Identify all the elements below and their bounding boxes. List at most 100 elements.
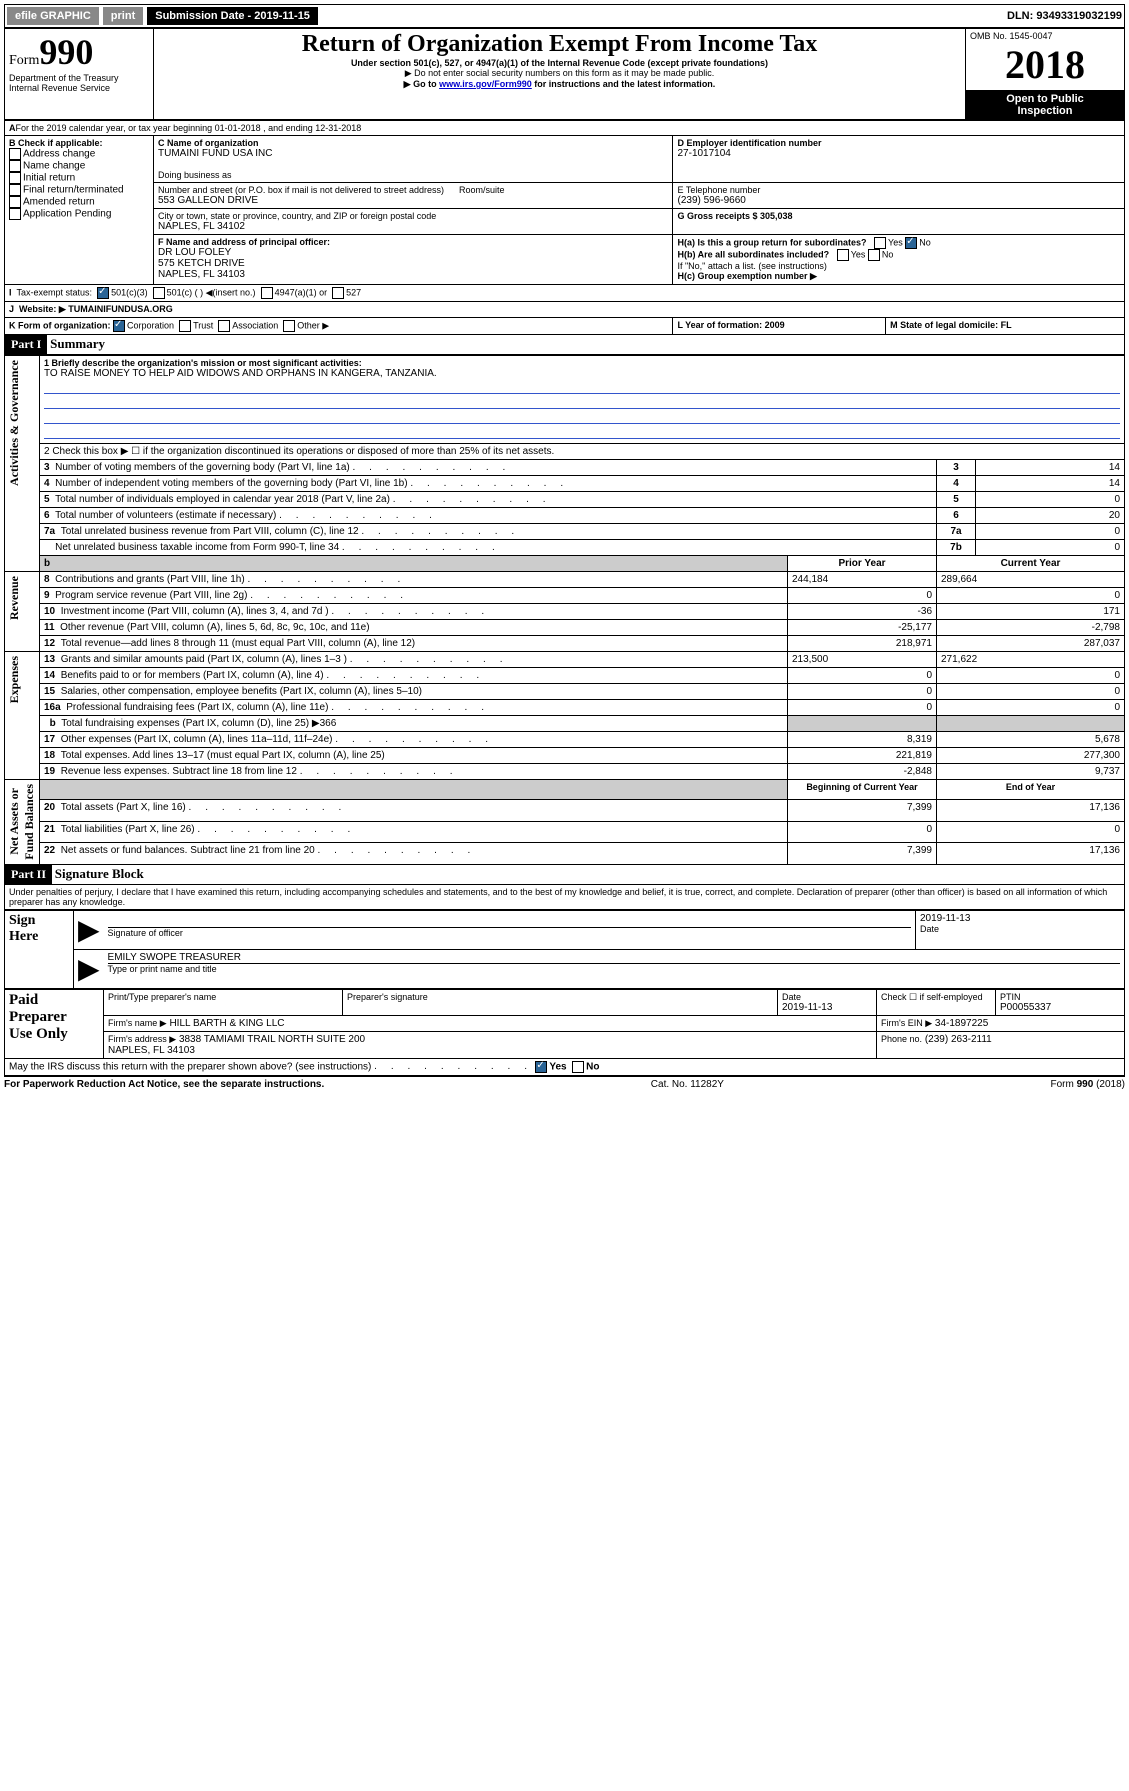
ha-row: H(a) Is this a group return for subordin… (677, 237, 1120, 249)
k-label: K Form of organization: (9, 320, 111, 330)
col-current: Current Year (937, 556, 1125, 572)
printed-label: Type or print name and title (108, 963, 1120, 974)
sig-date-value: 2019-11-13 (920, 913, 1120, 924)
hb-row: H(b) Are all subordinates included? Yes … (677, 249, 1120, 261)
form-footer: Form 990 (2018) (1051, 1079, 1125, 1090)
chk-initial[interactable]: Initial return (9, 172, 149, 184)
sig-officer-label: Signature of officer (108, 928, 911, 938)
date-label: Date (920, 924, 1120, 934)
sign-arrow-icon: ▶ (78, 915, 100, 946)
col-prior: Prior Year (788, 556, 937, 572)
part1-title: Summary (50, 336, 105, 351)
chk-discuss-no[interactable] (572, 1061, 584, 1073)
prep-check-label: Check ☐ if self-employed (877, 989, 996, 1015)
col-begin: Beginning of Current Year (788, 780, 937, 800)
chk-name[interactable]: Name change (9, 160, 149, 172)
c-label: C Name of organization (158, 138, 668, 148)
prep-sig-label: Preparer's signature (347, 992, 773, 1002)
col-end: End of Year (937, 780, 1125, 800)
discuss-row: May the IRS discuss this return with the… (4, 1059, 1125, 1076)
submission-date-label: Submission Date - 2019-11-15 (147, 7, 318, 25)
line1-label: 1 Briefly describe the organization's mi… (44, 358, 1120, 368)
m-label: M State of legal domicile: FL (886, 318, 1125, 335)
check-if-applicable: B Check if applicable: (9, 138, 149, 148)
prep-date-label: Date (782, 992, 872, 1002)
chk-other[interactable] (283, 320, 295, 332)
chk-corp[interactable] (113, 320, 125, 332)
sign-here-label: Sign Here (5, 910, 74, 988)
form-header: Form990 Department of the Treasury Inter… (4, 28, 1125, 120)
dept-label: Department of the Treasury Internal Reve… (9, 73, 149, 93)
chk-address[interactable]: Address change (9, 148, 149, 160)
tax-period: AFor the 2019 calendar year, or tax year… (5, 121, 1125, 136)
jurat-text: Under penalties of perjury, I declare th… (4, 885, 1125, 910)
vlabel-gov: Activities & Governance (5, 356, 24, 490)
firm-name-label: Firm's name ▶ (108, 1018, 167, 1028)
warn-goto: ▶ Go to www.irs.gov/Form990 for instruct… (158, 79, 961, 90)
street-value: 553 GALLEON DRIVE (158, 195, 668, 206)
chk-discuss-yes[interactable] (535, 1061, 547, 1073)
tax-year: 2018 (970, 41, 1120, 88)
part1-label: Part I (5, 335, 47, 354)
firm-name-value: HILL BARTH & KING LLC (169, 1018, 284, 1029)
form-subtitle: Under section 501(c), 527, or 4947(a)(1)… (158, 58, 961, 68)
chk-amended[interactable]: Amended return (9, 196, 149, 208)
j-label: Website: ▶ (19, 304, 66, 314)
officer-value: DR LOU FOLEY 575 KETCH DRIVE NAPLES, FL … (158, 247, 668, 280)
chk-527[interactable] (332, 287, 344, 299)
e-label: E Telephone number (677, 185, 1120, 195)
firm-phone-label: Phone no. (881, 1034, 922, 1044)
form-title: Return of Organization Exempt From Incom… (158, 31, 961, 58)
section-a: AFor the 2019 calendar year, or tax year… (4, 120, 1125, 335)
phone-value: (239) 596-9660 (677, 195, 1120, 206)
signature-block: Sign Here ▶ Signature of officer 2019-11… (4, 910, 1125, 989)
firm-addr-label: Firm's address ▶ (108, 1034, 176, 1044)
chk-pending[interactable]: Application Pending (9, 208, 149, 220)
dln-label: DLN: 93493319032199 (1007, 10, 1122, 22)
addr-label: Number and street (or P.O. box if mail i… (158, 185, 668, 195)
top-toolbar: efile GRAPHIC print Submission Date - 20… (4, 4, 1125, 28)
vlabel-exp: Expenses (5, 652, 24, 707)
h-note: If "No," attach a list. (see instruction… (677, 261, 1120, 271)
g-label: G Gross receipts $ 305,038 (673, 209, 1125, 235)
chk-final[interactable]: Final return/terminated (9, 184, 149, 196)
mission-text: TO RAISE MONEY TO HELP AID WIDOWS AND OR… (44, 368, 1120, 379)
sign-arrow-icon-2: ▶ (78, 954, 100, 985)
firm-phone-value: (239) 263-2111 (925, 1034, 992, 1045)
part2-label: Part II (5, 865, 52, 884)
footer: For Paperwork Reduction Act Notice, see … (4, 1076, 1125, 1090)
irs-link[interactable]: www.irs.gov/Form990 (439, 79, 532, 89)
ptin-value: P00055337 (1000, 1002, 1120, 1013)
f-label: F Name and address of principal officer: (158, 237, 668, 247)
dba-label: Doing business as (158, 170, 668, 180)
chk-501c3[interactable] (97, 287, 109, 299)
website-value: TUMAINIFUNDUSA.ORG (68, 304, 173, 314)
vlabel-rev: Revenue (5, 572, 24, 624)
i-label: Tax-exempt status: (17, 287, 93, 297)
ein-value: 27-1017104 (677, 148, 1120, 159)
ptin-label: PTIN (1000, 992, 1120, 1002)
efile-button[interactable]: efile GRAPHIC (7, 7, 99, 25)
warn-ssn: ▶ Do not enter social security numbers o… (158, 68, 961, 79)
paid-label: Paid Preparer Use Only (5, 989, 104, 1058)
l-label: L Year of formation: 2009 (673, 318, 886, 335)
paperwork-notice: For Paperwork Reduction Act Notice, see … (4, 1079, 324, 1090)
line2: 2 Check this box ▶ ☐ if the organization… (40, 444, 1125, 460)
chk-assoc[interactable] (218, 320, 230, 332)
open-public-label: Open to Public Inspection (966, 91, 1125, 120)
firm-ein-value: 34-1897225 (935, 1018, 988, 1029)
hc-label: H(c) Group exemption number ▶ (677, 271, 1120, 282)
d-label: D Employer identification number (677, 138, 1120, 148)
vlabel-net: Net Assets or Fund Balances (5, 780, 39, 864)
chk-501c[interactable] (153, 287, 165, 299)
part1-body: Activities & Governance 1 Briefly descri… (4, 355, 1125, 865)
firm-ein-label: Firm's EIN ▶ (881, 1018, 932, 1028)
prep-date-value: 2019-11-13 (782, 1002, 872, 1013)
chk-4947[interactable] (261, 287, 273, 299)
print-button[interactable]: print (103, 7, 143, 25)
paid-preparer-block: Paid Preparer Use Only Print/Type prepar… (4, 989, 1125, 1059)
printed-name: EMILY SWOPE TREASURER (108, 952, 1120, 963)
part2-title: Signature Block (55, 866, 144, 881)
chk-trust[interactable] (179, 320, 191, 332)
city-label: City or town, state or province, country… (158, 211, 668, 221)
